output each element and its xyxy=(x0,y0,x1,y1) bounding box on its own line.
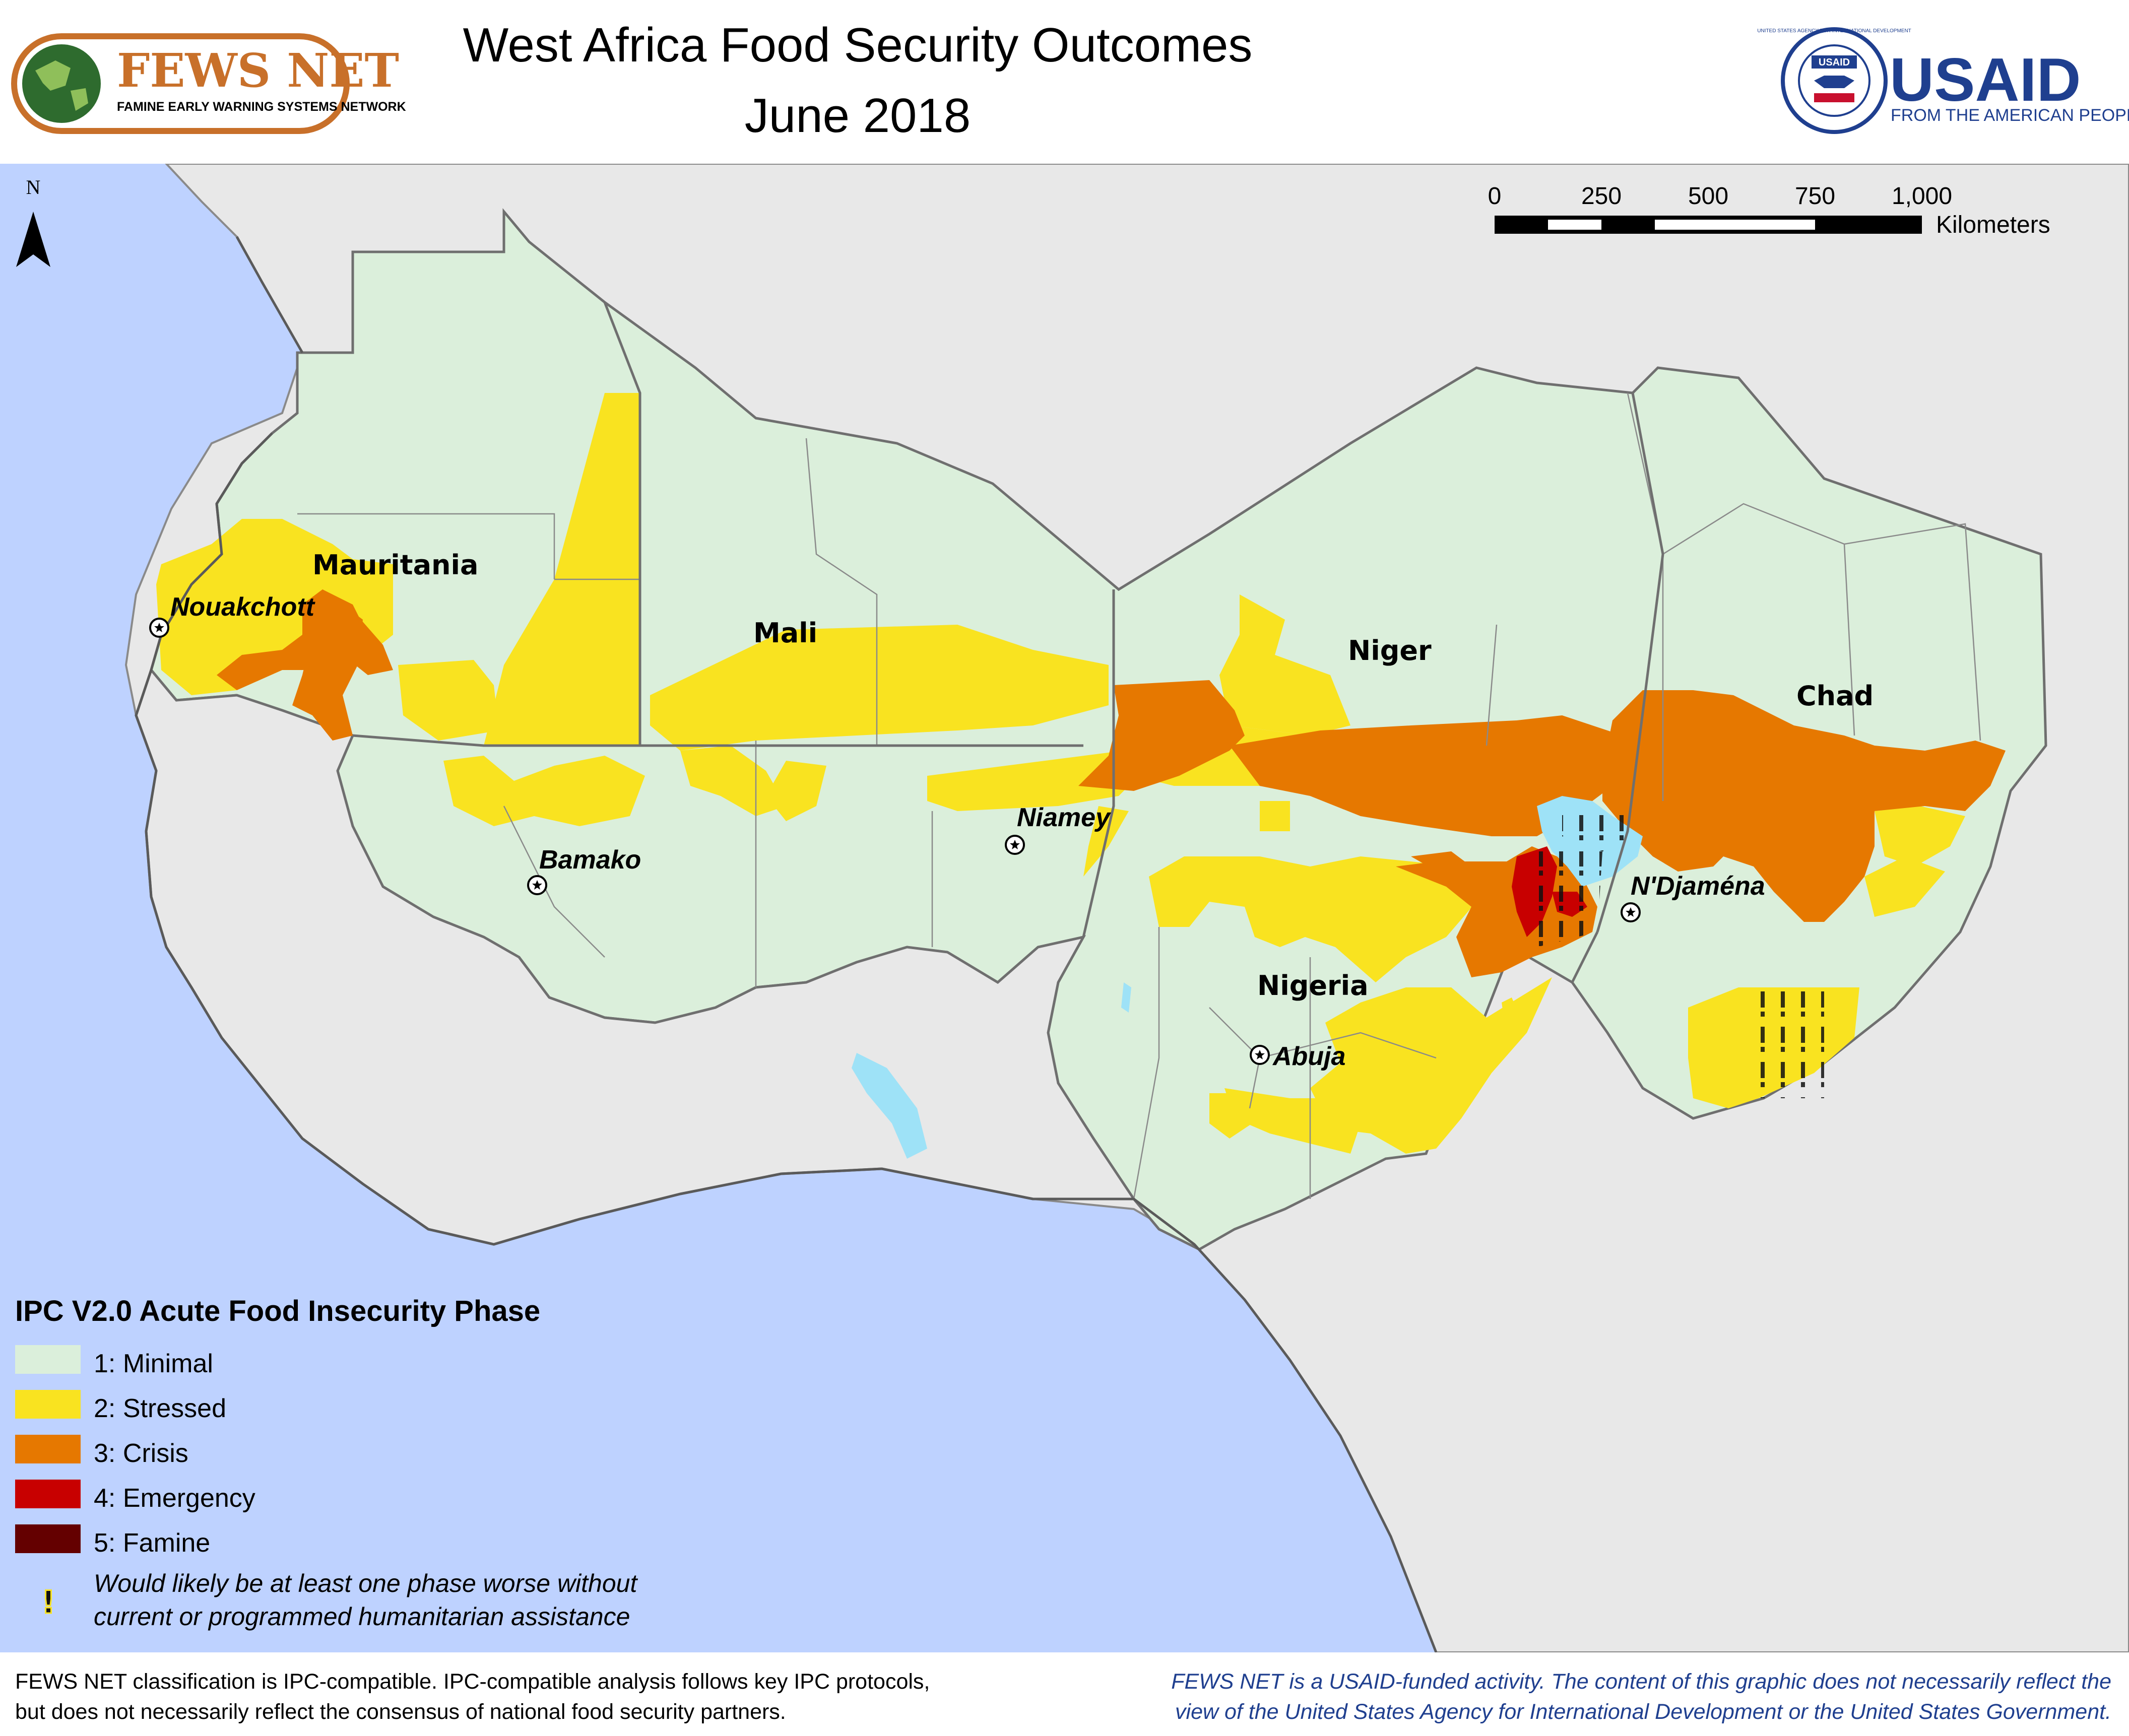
usaid-seal-stripe xyxy=(1814,93,1854,102)
usaid-logo-text: USAID xyxy=(1890,45,2081,114)
usaid-seal-inner-ring xyxy=(1798,44,1870,117)
country-borders xyxy=(352,302,1664,983)
scale-bar-segment xyxy=(1548,220,1601,230)
city-label-niamey: Niamey xyxy=(1017,803,1112,832)
assistance-hatch-areas xyxy=(1527,806,1824,1098)
legend: IPC V2.0 Acute Food Insecurity Phase 1: … xyxy=(15,1295,638,1631)
north-arrow-icon xyxy=(16,212,50,267)
legend-title: IPC V2.0 Acute Food Insecurity Phase xyxy=(15,1295,540,1327)
lake-kainji xyxy=(1121,982,1131,1013)
city-label-bamako: Bamako xyxy=(539,845,641,875)
legend-label-phase1: 1: Minimal xyxy=(94,1349,213,1378)
footer-band xyxy=(0,1652,2129,1736)
legend-assistance-note-line1: Would likely be at least one phase worse… xyxy=(94,1569,638,1597)
city-marker-bamako xyxy=(527,875,547,895)
country-label-chad: Chad xyxy=(1796,680,1874,712)
legend-label-phase3: 3: Crisis xyxy=(94,1439,188,1468)
usaid-seal-text: UNITED STATES AGENCY FOR INTERNATIONAL D… xyxy=(1757,28,1911,34)
fewsnet-logo-frame xyxy=(11,33,350,134)
scale-tick-0: 0 xyxy=(1488,183,1502,210)
scale-bar-segment xyxy=(1708,220,1815,230)
legend-swatch-phase2 xyxy=(15,1390,81,1419)
footer-right-line1: FEWS NET is a USAID-funded activity. The… xyxy=(1171,1670,2111,1694)
page-title-line1: West Africa Food Security Outcomes xyxy=(463,18,1253,72)
page-title-line2: June 2018 xyxy=(745,89,971,143)
footer-left-line2: but does not necessarily reflect the con… xyxy=(15,1700,786,1724)
scale-tick-500: 500 xyxy=(1688,183,1728,210)
north-arrow: N xyxy=(16,176,50,267)
country-label-mauritania: Mauritania xyxy=(312,549,478,581)
legend-assistance-icon: ! xyxy=(41,1584,55,1621)
fewsnet-logo-text: FEWS NET xyxy=(117,43,399,98)
country-label-niger: Niger xyxy=(1348,635,1432,666)
legend-swatch-phase1 xyxy=(15,1345,81,1374)
legend-assistance-note-line2: current or programmed humanitarian assis… xyxy=(94,1603,630,1631)
legend-swatch-phase5 xyxy=(15,1524,81,1553)
phase3-zones xyxy=(217,589,2006,977)
city-marker-niamey xyxy=(1005,835,1025,855)
footer-left-line1: FEWS NET classification is IPC-compatibl… xyxy=(15,1670,930,1694)
lake-volta xyxy=(852,1053,927,1159)
city-marker-ndjamena xyxy=(1621,902,1641,922)
footer-right-line2: view of the United States Agency for Int… xyxy=(1175,1700,2111,1724)
scale-tick-250: 250 xyxy=(1581,183,1622,210)
scale-tick-750: 750 xyxy=(1795,183,1835,210)
city-label-abuja: Abuja xyxy=(1272,1042,1345,1071)
legend-swatch-phase3 xyxy=(15,1435,81,1463)
handshake-icon xyxy=(1814,76,1854,88)
usaid-logo-subtext: FROM THE AMERICAN PEOPLE xyxy=(1891,106,2129,125)
legend-swatch-phase4 xyxy=(15,1480,81,1508)
scale-tick-1000: 1,000 xyxy=(1892,183,1952,210)
scale-bar-segment xyxy=(1655,220,1708,230)
usaid-seal-banner xyxy=(1812,55,1857,69)
scale-unit: Kilometers xyxy=(1936,212,2050,238)
fewsnet-logo-subtext: FAMINE EARLY WARNING SYSTEMS NETWORK xyxy=(117,100,406,114)
country-label-mali: Mali xyxy=(753,617,817,649)
city-markers xyxy=(149,618,1641,1065)
fewsnet-logo: FEWS NET FAMINE EARLY WARNING SYSTEMS NE… xyxy=(11,33,406,134)
north-arrow-label: N xyxy=(26,176,41,198)
city-marker-abuja xyxy=(1250,1045,1270,1065)
city-label-ndjamena: N'Djaména xyxy=(1631,872,1765,901)
legend-label-phase2: 2: Stressed xyxy=(94,1394,226,1423)
usaid-logo: UNITED STATES AGENCY FOR INTERNATIONAL D… xyxy=(1757,27,2129,134)
globe-land-icon xyxy=(35,60,88,111)
country-label-nigeria: Nigeria xyxy=(1257,970,1369,1001)
city-label-nouakchott: Nouakchott xyxy=(170,592,316,622)
coastline xyxy=(135,236,1438,1652)
scale-bar: 0 250 500 750 1,000 Kilometers xyxy=(1488,183,2050,238)
map-area xyxy=(0,164,2129,1652)
legend-label-phase5: 5: Famine xyxy=(94,1528,210,1558)
city-marker-nouakchott xyxy=(149,618,169,638)
legend-label-phase4: 4: Emergency xyxy=(94,1484,255,1513)
usaid-seal-inner-text: USAID xyxy=(1819,57,1850,68)
header-band xyxy=(0,0,2129,164)
